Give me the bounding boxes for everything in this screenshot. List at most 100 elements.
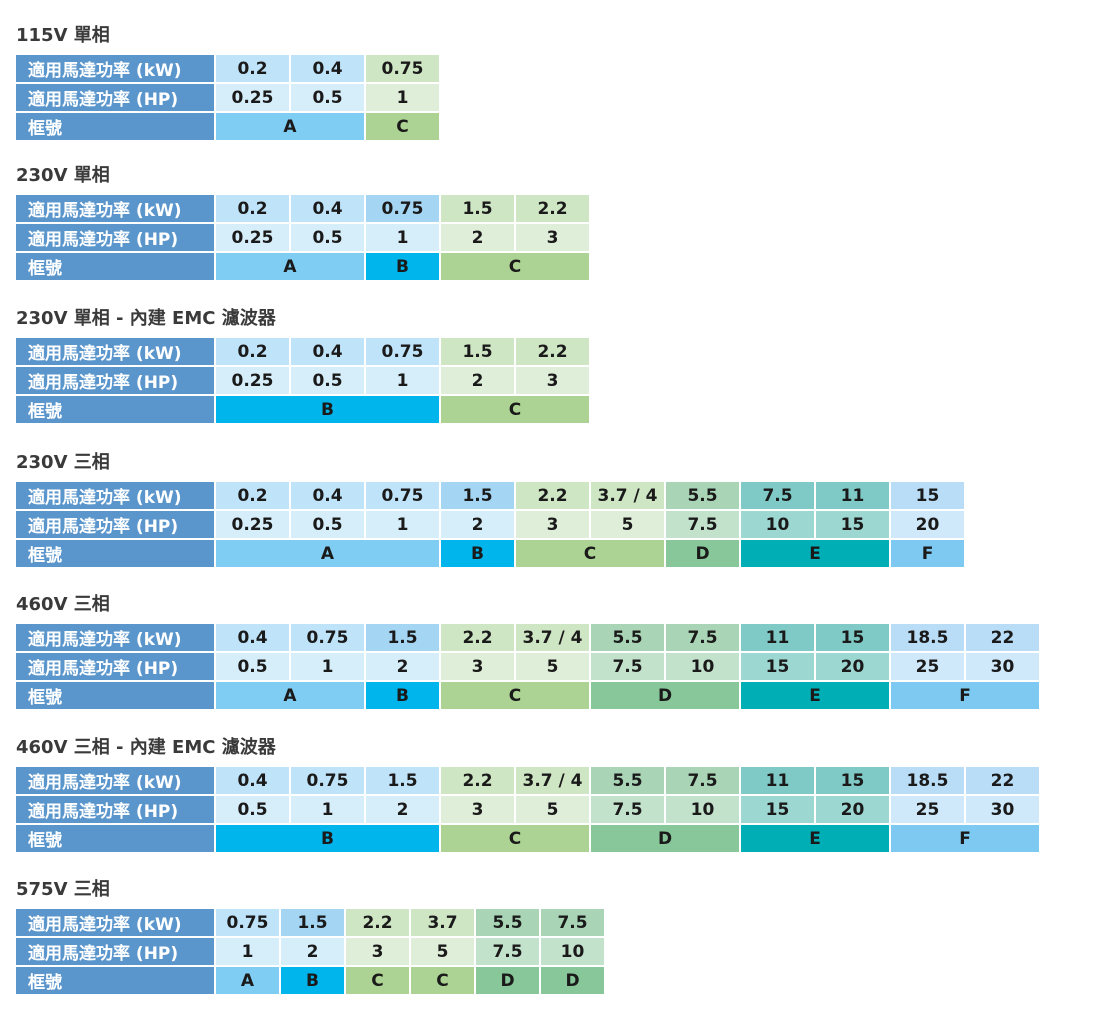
hp-value-cell: 25	[891, 796, 964, 823]
kw-value-cell: 2.2	[516, 338, 589, 365]
hp-value-cell: 20	[891, 511, 964, 538]
row-header-hp: 適用馬達功率 (HP)	[16, 84, 214, 111]
hp-value-cell: 15	[741, 653, 814, 680]
kw-value-cell: 22	[966, 624, 1039, 651]
hp-value-cell: 15	[741, 796, 814, 823]
row-header-kw: 適用馬達功率 (kW)	[16, 909, 214, 936]
hp-value-cell: 3	[516, 367, 589, 394]
kw-value-cell: 0.2	[216, 195, 289, 222]
spec-table: 適用馬達功率 (kW) 0.2 0.4 0.75 1.5 2.2 適用馬達功率 (HP) 0.…	[14, 336, 591, 425]
hp-value-cell: 1	[291, 796, 364, 823]
hp-value-cell: 3	[441, 653, 514, 680]
kw-value-cell: 0.75	[366, 55, 439, 82]
frame-row: 框號 A C	[16, 113, 439, 140]
frame-cell: D	[541, 967, 604, 994]
kw-value-cell: 7.5	[541, 909, 604, 936]
hp-value-cell: 30	[966, 653, 1039, 680]
hp-value-cell: 20	[816, 653, 889, 680]
spec-section: 115V 單相 適用馬達功率 (kW) 0.2 0.4 0.75 適用馬達功率 (HP) 0…	[16, 24, 441, 142]
kw-value-cell: 0.75	[366, 195, 439, 222]
row-header-frame: 框號	[16, 967, 214, 994]
frame-cell: B	[216, 825, 439, 852]
kw-value-cell: 0.2	[216, 55, 289, 82]
kw-value-cell: 15	[816, 624, 889, 651]
kw-value-cell: 0.4	[291, 338, 364, 365]
hp-value-cell: 25	[891, 653, 964, 680]
hp-value-cell: 3	[516, 511, 589, 538]
hp-value-cell: 10	[541, 938, 604, 965]
row-header-frame: 框號	[16, 396, 214, 423]
row-header-frame: 框號	[16, 113, 214, 140]
frame-cell: A	[216, 540, 439, 567]
kw-value-cell: 5.5	[666, 482, 739, 509]
hp-value-cell: 2	[366, 796, 439, 823]
hp-value-cell: 3	[346, 938, 409, 965]
kw-value-cell: 0.4	[291, 55, 364, 82]
frame-cell: D	[476, 967, 539, 994]
spec-table: 適用馬達功率 (kW) 0.4 0.75 1.5 2.2 3.7 / 4 5.5 7.5 11 1…	[14, 765, 1041, 854]
section-title: 230V 三相	[16, 452, 110, 473]
kw-row: 適用馬達功率 (kW) 0.2 0.4 0.75 1.5 2.2	[16, 338, 589, 365]
hp-value-cell: 15	[816, 511, 889, 538]
hp-row: 適用馬達功率 (HP) 0.5 1 2 3 5 7.5 10 15 20 25 30	[16, 796, 1039, 823]
kw-value-cell: 5.5	[591, 624, 664, 651]
kw-value-cell: 0.75	[291, 624, 364, 651]
kw-value-cell: 2.2	[516, 482, 589, 509]
frame-cell: F	[891, 540, 964, 567]
row-header-hp: 適用馬達功率 (HP)	[16, 796, 214, 823]
hp-value-cell: 1	[216, 938, 279, 965]
kw-value-cell: 0.4	[216, 767, 289, 794]
section-title: 575V 三相	[16, 879, 110, 900]
kw-value-cell: 3.7 / 4	[516, 624, 589, 651]
hp-value-cell: 2	[441, 224, 514, 251]
section-title: 460V 三相	[16, 594, 110, 615]
kw-value-cell: 15	[816, 767, 889, 794]
kw-value-cell: 7.5	[666, 767, 739, 794]
hp-row: 適用馬達功率 (HP) 0.5 1 2 3 5 7.5 10 15 20 25 30	[16, 653, 1039, 680]
spec-section: 460V 三相適用馬達功率 (kW) 0.4 0.75 1.5 2.2 3.7 / 4 5.…	[16, 593, 1041, 711]
frame-cell: B	[441, 540, 514, 567]
hp-value-cell: 7.5	[476, 938, 539, 965]
hp-value-cell: 1	[291, 653, 364, 680]
hp-value-cell: 0.25	[216, 84, 289, 111]
hp-value-cell: 1	[366, 224, 439, 251]
frame-cell: C	[516, 540, 664, 567]
spec-table: 適用馬達功率 (kW) 0.2 0.4 0.75 1.5 2.2 適用馬達功率 (HP) 0.…	[14, 193, 591, 282]
hp-value-cell: 30	[966, 796, 1039, 823]
section-title: 460V 三相 - 內建 EMC 濾波器	[16, 737, 276, 758]
hp-value-cell: 7.5	[591, 796, 664, 823]
hp-value-cell: 3	[516, 224, 589, 251]
hp-value-cell: 0.5	[291, 84, 364, 111]
kw-row: 適用馬達功率 (kW) 0.2 0.4 0.75 1.5 2.2	[16, 195, 589, 222]
frame-cell: C	[441, 682, 589, 709]
spec-section: 460V 三相 - 內建 EMC 濾波器適用馬達功率 (kW) 0.4 0.75 1.…	[16, 736, 1041, 854]
kw-value-cell: 3.7 / 4	[516, 767, 589, 794]
frame-cell: B	[366, 682, 439, 709]
kw-value-cell: 18.5	[891, 767, 964, 794]
spec-table: 適用馬達功率 (kW) 0.75 1.5 2.2 3.7 5.5 7.5 適用馬達功率 (HP…	[14, 907, 606, 996]
hp-value-cell: 5	[516, 653, 589, 680]
row-header-hp: 適用馬達功率 (HP)	[16, 511, 214, 538]
kw-value-cell: 0.75	[366, 482, 439, 509]
kw-value-cell: 5.5	[476, 909, 539, 936]
frame-cell: F	[891, 682, 1039, 709]
kw-value-cell: 2.2	[441, 767, 514, 794]
row-header-kw: 適用馬達功率 (kW)	[16, 195, 214, 222]
row-header-hp: 適用馬達功率 (HP)	[16, 224, 214, 251]
kw-value-cell: 0.2	[216, 482, 289, 509]
kw-row: 適用馬達功率 (kW) 0.4 0.75 1.5 2.2 3.7 / 4 5.5 7.5 11 1…	[16, 624, 1039, 651]
spec-table: 適用馬達功率 (kW) 0.4 0.75 1.5 2.2 3.7 / 4 5.5 7.5 11 1…	[14, 622, 1041, 711]
frame-cell: F	[891, 825, 1039, 852]
kw-value-cell: 5.5	[591, 767, 664, 794]
frame-cell: C	[441, 396, 589, 423]
kw-row: 適用馬達功率 (kW) 0.4 0.75 1.5 2.2 3.7 / 4 5.5 7.5 11 1…	[16, 767, 1039, 794]
hp-value-cell: 0.25	[216, 224, 289, 251]
hp-value-cell: 2	[281, 938, 344, 965]
hp-value-cell: 0.25	[216, 511, 289, 538]
kw-value-cell: 0.75	[366, 338, 439, 365]
section-title: 115V 單相	[16, 25, 110, 46]
kw-value-cell: 11	[741, 767, 814, 794]
frame-cell: A	[216, 253, 364, 280]
kw-value-cell: 0.4	[291, 195, 364, 222]
hp-value-cell: 1	[366, 511, 439, 538]
